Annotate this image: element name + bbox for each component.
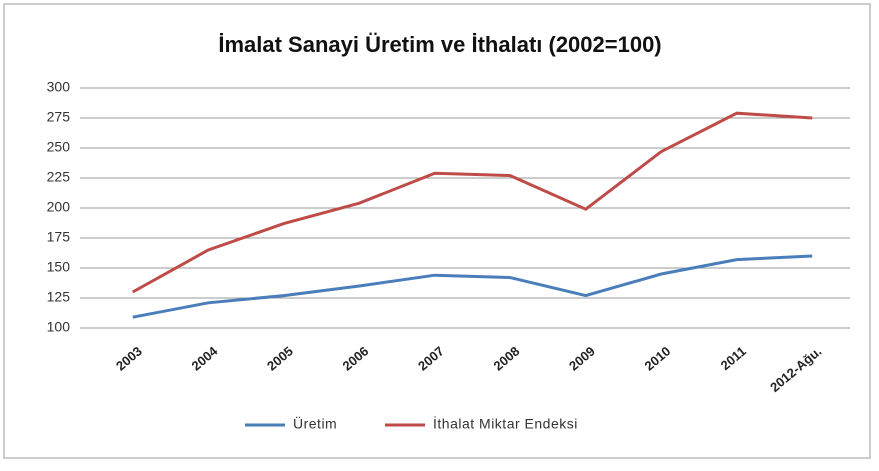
y-tick-label: 125 bbox=[47, 289, 71, 305]
y-tick-label: 275 bbox=[47, 109, 71, 125]
series-line bbox=[132, 111, 813, 294]
y-tick-label: 200 bbox=[47, 199, 71, 215]
y-tick-label: 175 bbox=[47, 229, 71, 245]
legend-label: İthalat Miktar Endeksi bbox=[433, 415, 578, 432]
y-tick-label: 225 bbox=[47, 169, 71, 185]
y-tick-label: 150 bbox=[47, 259, 71, 275]
y-tick-label: 100 bbox=[47, 319, 71, 335]
series-line bbox=[132, 254, 813, 319]
y-tick-label: 300 bbox=[47, 79, 71, 95]
chart-frame bbox=[3, 3, 871, 459]
y-tick-label: 250 bbox=[47, 139, 71, 155]
legend-label: Üretim bbox=[293, 415, 337, 432]
chart-title: İmalat Sanayi Üretim ve İthalatı (2002=1… bbox=[218, 32, 661, 57]
